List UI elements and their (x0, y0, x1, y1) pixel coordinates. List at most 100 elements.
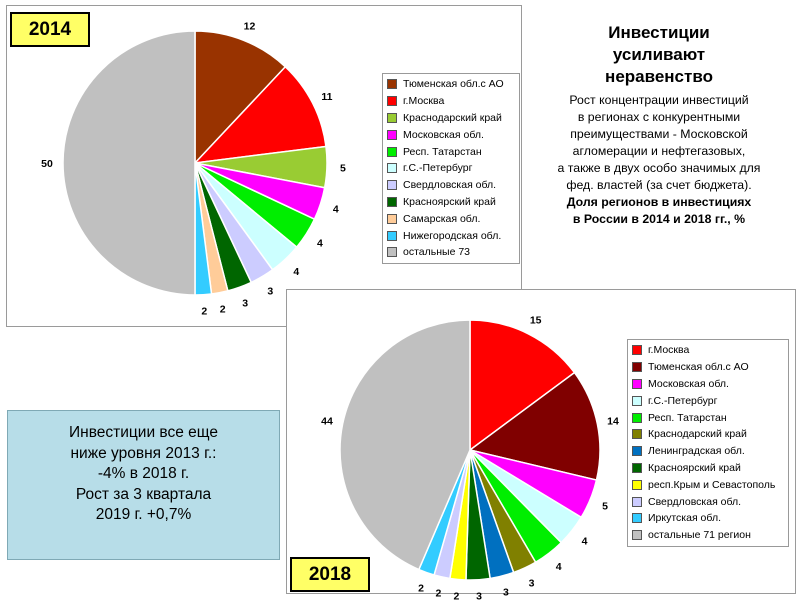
legend-item: Краснодарский край (383, 110, 519, 127)
headline: Инвестиции усиливают неравенство (525, 22, 793, 88)
legend-item: Московская обл. (383, 126, 519, 143)
legend-label: Краснодарский край (403, 111, 502, 124)
chart-caption-line: в России в 2014 и 2018 гг., % (572, 212, 746, 226)
legend-label: остальные 71 регион (648, 529, 751, 542)
chart-caption-line: Доля регионов в инвестициях (566, 195, 752, 209)
slice-value-label: 4 (333, 204, 339, 216)
slice-value-label: 50 (41, 158, 53, 170)
info-line: -4% в 2018 г. (97, 465, 190, 482)
slice-value-label: 4 (582, 536, 588, 548)
legend-swatch (632, 513, 642, 524)
legend-label: Московская обл. (403, 128, 484, 141)
legend-label: Респ. Татарстан (403, 145, 482, 158)
info-line: 2019 г. +0,7% (95, 506, 192, 523)
info-box: Инвестиции все еще ниже уровня 2013 г.: … (7, 410, 280, 560)
legend-item: Краснодарский край (628, 426, 788, 443)
legend-2018: г.Москва Тюменская обл.с АО Московская обл… (627, 339, 789, 547)
legend-2014: Тюменская обл.с АО г.Москва Краснодарский … (382, 73, 520, 264)
title-block: Инвестиции усиливают неравенство Рост ко… (525, 22, 793, 228)
legend-item: Нижегородская обл. (383, 227, 519, 244)
legend-label: Ленинградская обл. (648, 445, 745, 458)
legend-item: Иркутская обл. (628, 510, 788, 527)
legend-swatch (632, 345, 642, 356)
slice-value-label: 15 (530, 315, 542, 327)
legend-label: г.С.-Петербург (648, 394, 718, 407)
legend-item: Свердловская обл. (383, 177, 519, 194)
year-badge-2014: 2014 (10, 12, 90, 47)
legend-item: Респ. Татарстан (628, 409, 788, 426)
legend-label: г.Москва (403, 95, 445, 108)
headline-line: Инвестиции (608, 23, 710, 42)
legend-item: Красноярский край (628, 460, 788, 477)
legend-label: г.С.-Петербург (403, 162, 473, 175)
description: Рост концентрации инвестиций в регионах … (525, 92, 793, 194)
legend-item: г.Москва (383, 93, 519, 110)
chart-caption: Доля регионов в инвестициях в России в 2… (525, 194, 793, 228)
slice-value-label: 3 (267, 285, 273, 297)
legend-swatch (387, 213, 397, 224)
legend-swatch (632, 479, 642, 490)
legend-item: Свердловская обл. (628, 493, 788, 510)
legend-swatch (632, 378, 642, 389)
pie-2014: 12 11 5 4 4 4 3 3 2 2 50 (41, 20, 346, 317)
legend-item: Ленинградская обл. (628, 443, 788, 460)
info-line: ниже уровня 2013 г.: (70, 444, 217, 462)
slice-value-label: 2 (453, 590, 459, 600)
slice-value-label: 3 (476, 591, 482, 600)
legend-label: Свердловская обл. (648, 495, 742, 508)
legend-item: Самарская обл. (383, 210, 519, 227)
info-line: Инвестиции все еще (69, 424, 218, 441)
legend-item: остальные 71 регион (628, 527, 788, 544)
legend-swatch (632, 530, 642, 541)
legend-label: Респ. Татарстан (648, 411, 727, 424)
slice-value-label: 2 (220, 303, 226, 315)
legend-label: Свердловская обл. (403, 179, 497, 192)
legend-swatch (387, 96, 397, 107)
slice-value-label: 4 (317, 237, 323, 249)
legend-label: Иркутская обл. (648, 512, 721, 525)
legend-item: Московская обл. (628, 376, 788, 393)
legend-swatch (632, 395, 642, 406)
legend-item: г.С.-Петербург (628, 392, 788, 409)
legend-label: Тюменская обл.с АО (403, 78, 504, 91)
description-line: в регионах с конкурентными (577, 110, 741, 124)
pie-slice (468, 371, 601, 481)
description-line: агломерации и нефтегазовых, (572, 144, 746, 158)
slice-value-label: 2 (418, 583, 424, 595)
legend-item: г.Москва (628, 342, 788, 359)
info-line: Рост за 3 квартала (75, 485, 212, 503)
legend-swatch (632, 429, 642, 440)
legend-swatch (387, 247, 397, 258)
legend-label: Московская обл. (648, 377, 729, 390)
pie-slice (193, 65, 327, 165)
legend-swatch (387, 146, 397, 157)
legend-item: Тюменская обл.с АО (628, 359, 788, 376)
legend-item: респ.Крым и Севастополь (628, 476, 788, 493)
legend-swatch (387, 112, 397, 123)
headline-line: усиливают (612, 45, 706, 64)
description-line: преимуществами - Московской (570, 127, 748, 141)
legend-label: Красноярский край (648, 461, 741, 474)
legend-item: Тюменская обл.с АО (383, 76, 519, 93)
description-line: фед. властей (за счет бюджета). (566, 178, 752, 192)
slice-value-label: 3 (242, 297, 248, 309)
legend-item: Красноярский край (383, 194, 519, 211)
legend-swatch (387, 196, 397, 207)
legend-swatch (632, 362, 642, 373)
headline-line: неравенство (605, 67, 713, 86)
pie-slice (194, 30, 287, 165)
legend-label: Краснодарский край (648, 428, 747, 441)
slice-value-label: 11 (321, 91, 332, 103)
legend-swatch (387, 79, 397, 90)
slice-value-label: 12 (244, 20, 256, 32)
legend-swatch (387, 180, 397, 191)
description-line: Рост концентрации инвестиций (569, 93, 749, 107)
legend-swatch (387, 129, 397, 140)
legend-swatch (632, 446, 642, 457)
slice-value-label: 5 (340, 163, 346, 175)
legend-label: г.Москва (648, 344, 690, 357)
legend-swatch (632, 496, 642, 507)
pie-slice (469, 319, 576, 452)
pie-slice (339, 319, 471, 571)
